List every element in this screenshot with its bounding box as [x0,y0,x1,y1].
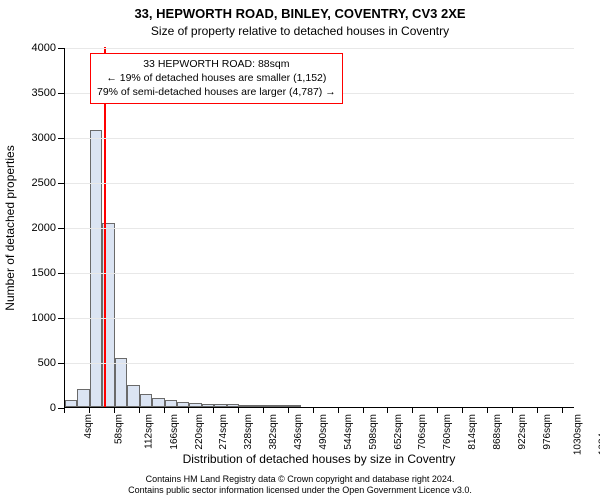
x-tick [139,408,140,413]
x-tick-label: 274sqm [218,414,229,450]
y-tick-label: 1000 [32,312,56,324]
x-tick [213,408,214,413]
x-tick-label: 436sqm [293,414,304,450]
x-tick [89,408,90,413]
x-tick [537,408,538,413]
chart-title-main: 33, HEPWORTH ROAD, BINLEY, COVENTRY, CV3… [0,6,600,21]
histogram-bar [152,398,164,407]
x-tick [288,408,289,413]
y-tick-label: 3000 [32,132,56,144]
x-tick-label: 760sqm [442,414,453,450]
x-tick-label: 490sqm [318,414,329,450]
x-tick-label: 598sqm [368,414,379,450]
x-tick-label: 1030sqm [572,414,583,455]
x-axis-label: Distribution of detached houses by size … [64,452,574,466]
x-tick [188,408,189,413]
x-tick [412,408,413,413]
x-tick [363,408,364,413]
x-tick-label: 58sqm [113,414,124,444]
grid-line [65,318,574,319]
annotation-line-3: 79% of semi-detached houses are larger (… [97,85,336,99]
x-tick-label: 814sqm [467,414,478,450]
x-tick-label: 328sqm [243,414,254,450]
x-tick-label: 706sqm [417,414,428,450]
histogram-bar [140,394,152,407]
histogram-bar [202,404,214,407]
property-annotation-box: 33 HEPWORTH ROAD: 88sqm ← 19% of detache… [90,53,343,104]
histogram-bar [227,404,239,407]
grid-line [65,363,574,364]
histogram-bar [289,405,301,407]
histogram-bar [115,358,127,407]
x-tick [487,408,488,413]
histogram-bar [189,403,201,407]
y-axis-ticks: 05001000150020002500300035004000 [0,48,64,408]
x-tick [64,408,65,413]
x-tick [164,408,165,413]
x-tick [313,408,314,413]
y-tick-label: 1500 [32,267,56,279]
grid-line [65,273,574,274]
x-tick-label: 652sqm [393,414,404,450]
x-tick [512,408,513,413]
x-tick-label: 4sqm [83,414,94,438]
chart-container: 33, HEPWORTH ROAD, BINLEY, COVENTRY, CV3… [0,0,600,500]
x-tick-label: 868sqm [492,414,503,450]
x-tick-label: 544sqm [343,414,354,450]
x-tick-label: 976sqm [542,414,553,450]
x-tick [437,408,438,413]
y-tick-label: 4000 [32,42,56,54]
histogram-bar [264,405,276,407]
footer-attribution: Contains HM Land Registry data © Crown c… [0,474,600,497]
grid-line [65,48,574,49]
x-tick-label: 112sqm [143,414,154,449]
histogram-bar [252,405,264,407]
histogram-bar [239,405,251,407]
x-tick-label: 382sqm [268,414,279,450]
footer-line-2: Contains public sector information licen… [0,485,600,496]
annotation-line-2: ← 19% of detached houses are smaller (1,… [97,71,336,85]
x-tick-label: 220sqm [194,414,205,450]
histogram-bar [214,404,226,407]
histogram-bar [276,405,288,407]
x-tick [114,408,115,413]
histogram-bar [77,389,89,407]
x-tick-label: 922sqm [517,414,528,450]
grid-line [65,228,574,229]
x-tick-label: 166sqm [169,414,180,450]
y-tick-label: 2500 [32,177,56,189]
x-tick [338,408,339,413]
x-tick [238,408,239,413]
footer-line-1: Contains HM Land Registry data © Crown c… [0,474,600,485]
histogram-bar [65,400,77,407]
x-tick [462,408,463,413]
x-tick [387,408,388,413]
x-tick [562,408,563,413]
annotation-line-1: 33 HEPWORTH ROAD: 88sqm [97,57,336,71]
y-tick-label: 3500 [32,87,56,99]
grid-line [65,183,574,184]
y-tick-label: 2000 [32,222,56,234]
y-tick-label: 0 [50,402,56,414]
histogram-bar [177,402,189,407]
grid-line [65,138,574,139]
histogram-bar [127,385,139,408]
histogram-bar [90,130,102,407]
y-tick-label: 500 [38,357,56,369]
chart-title-sub: Size of property relative to detached ho… [0,24,600,38]
histogram-bar [165,400,177,407]
x-tick [263,408,264,413]
